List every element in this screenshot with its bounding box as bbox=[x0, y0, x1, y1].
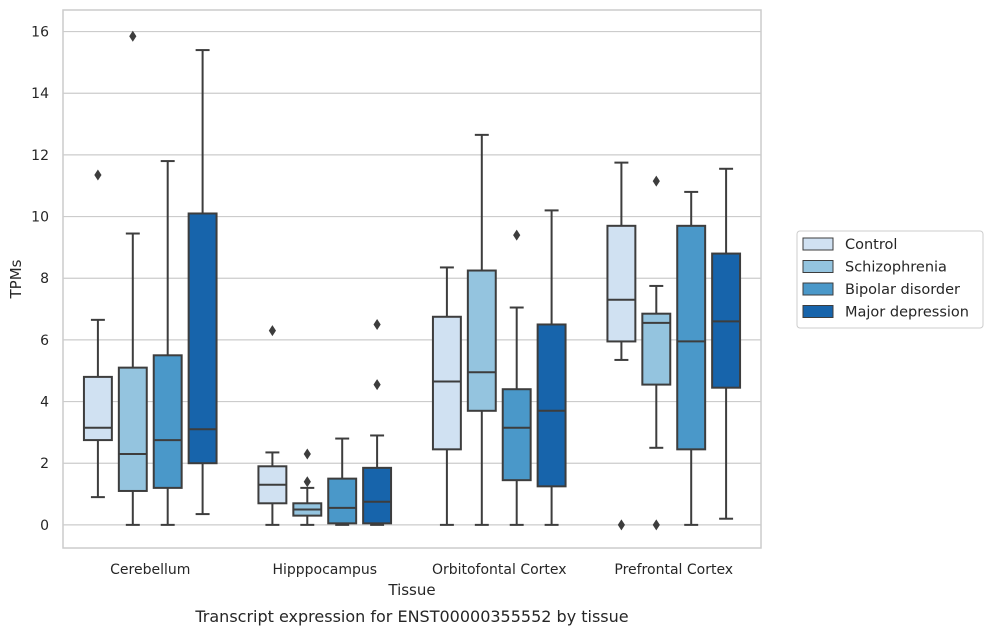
legend-swatch bbox=[802, 237, 834, 251]
x-tick-labels: Cerebellum Hipppocampus Orbitofontal Corte… bbox=[110, 562, 733, 578]
box bbox=[187, 212, 218, 465]
box bbox=[536, 323, 567, 488]
box bbox=[676, 224, 707, 451]
box bbox=[501, 388, 532, 482]
y-axis-label: TPMs bbox=[7, 259, 25, 299]
box-group bbox=[362, 318, 393, 526]
outlier-point bbox=[373, 318, 381, 330]
y-tick-label: 2 bbox=[40, 456, 49, 472]
box-group bbox=[466, 133, 497, 526]
outlier-point bbox=[652, 519, 660, 531]
y-tick-label: 6 bbox=[40, 333, 49, 349]
y-tick-label: 10 bbox=[31, 210, 49, 226]
box bbox=[362, 466, 393, 525]
box-group bbox=[501, 229, 532, 526]
outlier-point bbox=[513, 229, 521, 241]
outlier-point bbox=[617, 519, 625, 531]
box-group bbox=[536, 209, 567, 526]
box-group bbox=[711, 167, 742, 520]
box bbox=[327, 477, 358, 525]
plot-area-frame bbox=[62, 9, 762, 549]
box bbox=[431, 315, 462, 451]
x-tick-label: Prefrontal Cortex bbox=[614, 562, 733, 578]
y-tick-label: 8 bbox=[40, 271, 49, 287]
box-group bbox=[606, 161, 637, 531]
outlier-point bbox=[303, 476, 311, 488]
outlier-point bbox=[94, 169, 102, 181]
x-tick-label: Orbitofontal Cortex bbox=[432, 562, 567, 578]
y-tick-label: 0 bbox=[40, 518, 49, 534]
y-tick-label: 14 bbox=[31, 86, 49, 102]
box bbox=[152, 354, 183, 489]
box-group bbox=[82, 169, 113, 499]
legend-label: Schizophrenia bbox=[845, 260, 947, 276]
outlier-point bbox=[373, 379, 381, 391]
y-tick-label: 16 bbox=[31, 25, 49, 41]
box-group bbox=[431, 266, 462, 526]
box-group bbox=[117, 30, 148, 526]
box bbox=[117, 366, 148, 492]
x-tick-label: Cerebellum bbox=[110, 562, 190, 578]
box-group bbox=[152, 160, 183, 526]
outlier-point bbox=[129, 30, 137, 42]
box-group bbox=[676, 190, 707, 526]
boxes bbox=[82, 30, 742, 531]
box bbox=[82, 375, 113, 442]
box-group bbox=[641, 175, 672, 531]
legend-frame bbox=[796, 230, 984, 329]
legend: Control Schizophrenia Bipolar disorder Majo… bbox=[796, 230, 984, 329]
legend-swatch bbox=[802, 282, 834, 296]
box bbox=[466, 269, 497, 412]
legend-label: Major depression bbox=[845, 305, 969, 321]
box bbox=[606, 224, 637, 343]
box-group bbox=[257, 325, 288, 526]
legend-swatch bbox=[802, 260, 834, 273]
chart-title: Transcript expression for ENST0000035555… bbox=[194, 607, 628, 626]
box-group bbox=[327, 437, 358, 526]
y-tick-labels: 0 2 4 6 8 10 12 14 16 bbox=[31, 25, 49, 534]
legend-items: Control Schizophrenia Bipolar disorder Majo… bbox=[802, 237, 969, 321]
y-tick-label: 4 bbox=[40, 395, 49, 411]
outlier-point bbox=[268, 325, 276, 337]
legend-label: Bipolar disorder bbox=[845, 282, 960, 298]
x-axis-label: Tissue bbox=[387, 581, 435, 599]
box bbox=[641, 312, 672, 386]
x-tick-label: Hipppocampus bbox=[272, 562, 377, 578]
outlier-point bbox=[303, 448, 311, 460]
box-group bbox=[187, 49, 218, 516]
legend-label: Control bbox=[845, 237, 897, 253]
outlier-point bbox=[652, 175, 660, 187]
y-tick-label: 12 bbox=[31, 148, 49, 164]
legend-swatch bbox=[802, 305, 834, 318]
box-group bbox=[292, 448, 323, 526]
